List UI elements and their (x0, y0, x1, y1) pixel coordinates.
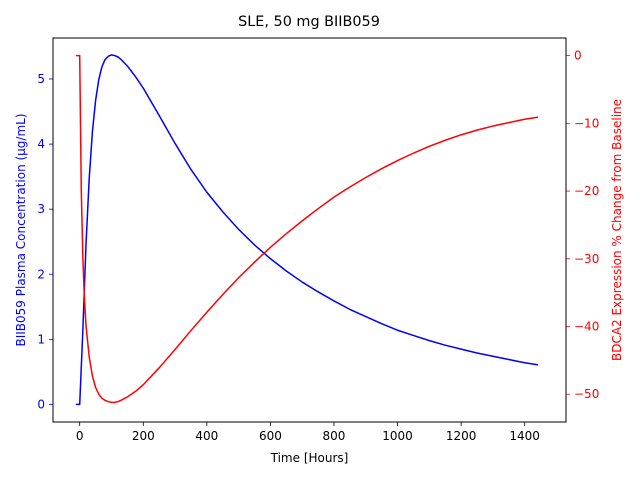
right-y-tick-label: −20 (574, 184, 599, 198)
series-lines (75, 54, 539, 406)
right-y-tick-label: −40 (574, 320, 599, 334)
x-tick-label: 1000 (382, 429, 413, 443)
x-tick-label: 400 (195, 429, 218, 443)
right-y-tick-label: 0 (574, 49, 582, 63)
x-tick-label: 600 (259, 429, 282, 443)
left-y-tick-label: 3 (37, 202, 45, 216)
x-axis-label: Time [Hours] (270, 451, 349, 465)
left-y-axis-ticks: 0 1 2 3 4 5 (37, 72, 53, 411)
biib059-concentration-line (75, 54, 539, 406)
left-y-tick-label: 5 (37, 72, 45, 86)
plot-frame (52, 37, 567, 423)
right-y-tick-label: −50 (574, 387, 599, 401)
x-tick-label: 1200 (446, 429, 477, 443)
x-tick-label: 0 (76, 429, 84, 443)
chart-title: SLE, 50 mg BIIB059 (238, 14, 380, 30)
x-tick-label: 1400 (509, 429, 540, 443)
left-y-tick-label: 4 (37, 137, 45, 151)
left-y-tick-label: 2 (37, 267, 45, 281)
left-y-tick-label: 0 (37, 397, 45, 411)
right-y-axis-label: BDCA2 Expression % Change from Baseline (610, 99, 624, 361)
x-tick-label: 200 (132, 429, 155, 443)
right-y-axis-ticks: 0 −10 −20 −30 −40 −50 (566, 49, 599, 401)
right-y-tick-label: −10 (574, 116, 599, 130)
right-y-tick-label: −30 (574, 252, 599, 266)
bdca2-expression-line (75, 54, 539, 404)
left-y-axis-label: BIIB059 Plasma Concentration (µg/mL) (14, 113, 28, 346)
x-axis-ticks: 0 200 400 600 800 1000 1200 1400 (76, 422, 540, 443)
x-tick-label: 800 (323, 429, 346, 443)
left-y-tick-label: 1 (37, 332, 45, 346)
